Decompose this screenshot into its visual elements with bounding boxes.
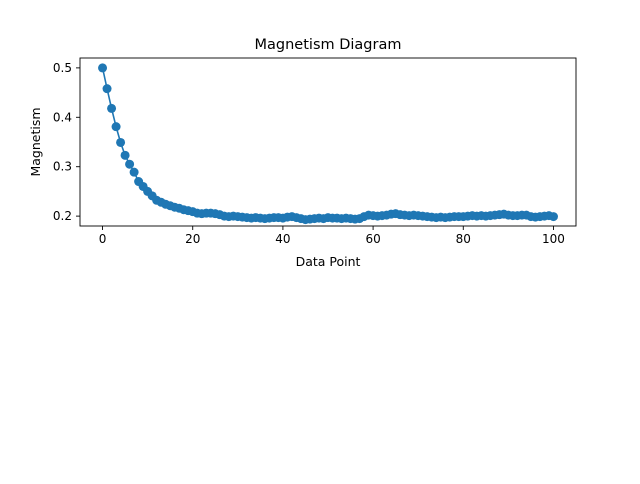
data-point — [98, 63, 108, 73]
data-point — [102, 84, 112, 94]
x-tick-label: 20 — [185, 232, 200, 246]
data-point — [125, 159, 135, 169]
series-layer — [98, 63, 558, 225]
y-tick-label: 0.2 — [53, 209, 72, 223]
y-tick-label: 0.5 — [53, 61, 72, 75]
y-tick-label: 0.4 — [53, 110, 72, 124]
data-point — [111, 122, 121, 132]
data-point — [107, 103, 117, 113]
x-tick-label: 100 — [542, 232, 565, 246]
data-point — [129, 167, 139, 177]
x-axis-ticks: 0 20 40 60 80 100 — [99, 226, 565, 246]
y-axis-ticks: 0.2 0.3 0.4 0.5 — [53, 61, 80, 223]
data-point — [116, 137, 126, 147]
x-tick-label: 80 — [456, 232, 471, 246]
x-tick-label: 40 — [275, 232, 290, 246]
plot-area: 0 20 40 60 80 100 0.2 0.3 0.4 0.5 — [53, 57, 577, 246]
y-axis-label: Magnetism — [28, 107, 43, 176]
x-tick-label: 0 — [99, 232, 107, 246]
y-tick-label: 0.3 — [53, 160, 72, 174]
x-axis-label: Data Point — [296, 254, 361, 269]
x-tick-label: 60 — [365, 232, 380, 246]
chart-title: Magnetism Diagram — [255, 37, 402, 53]
axes-frame — [79, 57, 577, 227]
data-point — [120, 150, 130, 160]
data-point — [548, 212, 558, 222]
